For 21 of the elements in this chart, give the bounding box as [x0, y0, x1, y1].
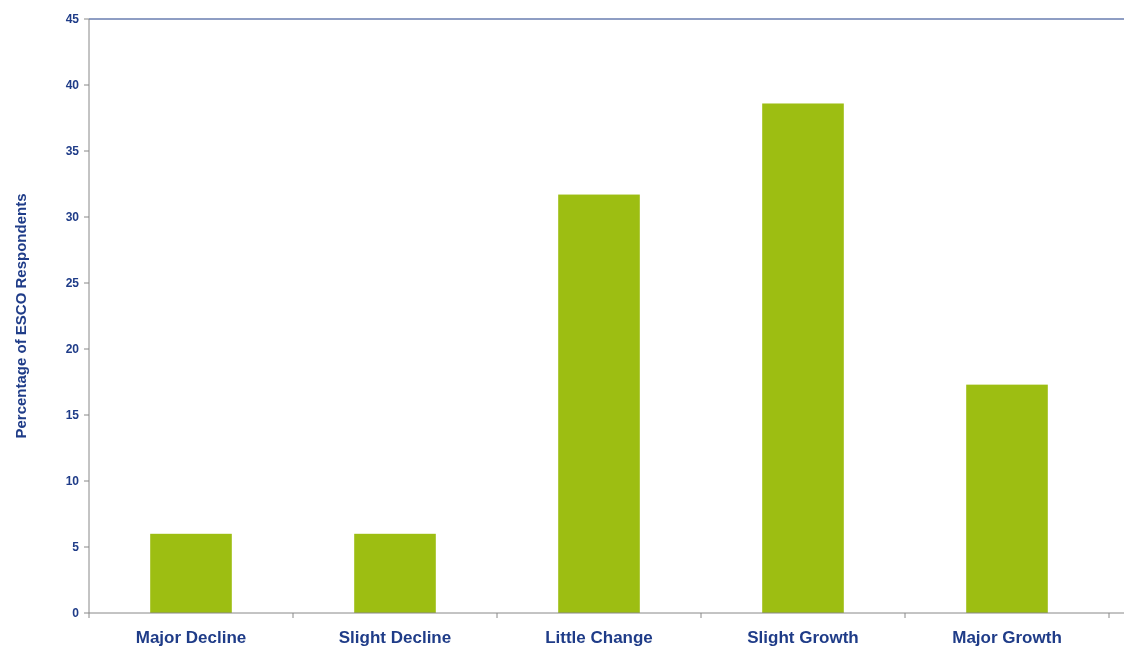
y-tick-label: 15	[65, 408, 80, 423]
bar	[762, 103, 844, 613]
y-tick-label: 45	[65, 12, 80, 27]
y-tick-label: 0	[72, 606, 80, 621]
x-tick-label: Little Change	[545, 628, 653, 647]
x-tick-label: Slight Growth	[747, 628, 859, 647]
bar	[150, 533, 232, 613]
y-tick-label: 30	[65, 210, 80, 225]
x-tick-label: Slight Decline	[338, 628, 452, 647]
bar	[354, 533, 436, 613]
y-axis-title: Percentage of ESCO Respondents	[12, 193, 29, 439]
x-tick-label: Major Growth	[952, 628, 1062, 647]
y-tick-label: 35	[65, 144, 80, 159]
y-tick-label: 40	[65, 78, 80, 93]
y-tick-label: 20	[65, 342, 80, 357]
y-tick-label: 5	[72, 540, 80, 555]
x-tick-label: Major Decline	[135, 628, 247, 647]
y-tick-label: 25	[65, 276, 80, 291]
y-tick-label: 10	[65, 474, 80, 489]
bar	[558, 194, 640, 613]
bar	[966, 384, 1048, 613]
